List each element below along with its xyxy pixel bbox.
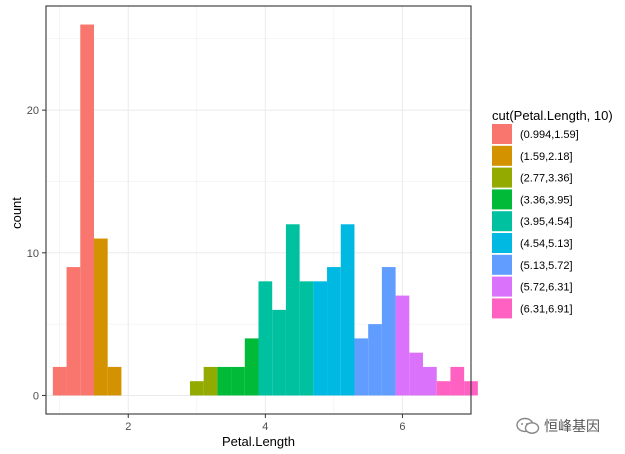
legend-label: (3.95,4.54] bbox=[520, 216, 573, 228]
x-tick-label: 6 bbox=[399, 421, 405, 433]
legend-key bbox=[492, 124, 512, 144]
legend-key bbox=[492, 298, 512, 319]
histogram-bar bbox=[381, 267, 396, 396]
histogram-bar bbox=[80, 24, 94, 396]
legend-label: (1.59,2.18] bbox=[520, 151, 573, 163]
legend-label: (2.77,3.36] bbox=[520, 173, 573, 185]
y-tick-label: 0 bbox=[33, 390, 39, 402]
legend-title: cut(Petal.Length, 10) bbox=[492, 108, 613, 123]
histogram-bar bbox=[409, 352, 424, 396]
wechat-icon bbox=[516, 417, 540, 434]
x-axis-title: Petal.Length bbox=[222, 434, 295, 449]
legend-label: (5.13,5.72] bbox=[520, 260, 573, 272]
legend-label: (5.72,6.31] bbox=[520, 282, 573, 294]
histogram-bar bbox=[272, 309, 286, 396]
histogram-bar bbox=[354, 338, 369, 396]
histogram-bar bbox=[66, 267, 81, 396]
legend-key bbox=[492, 233, 512, 253]
y-tick-label: 20 bbox=[27, 105, 39, 117]
histogram-bar bbox=[189, 381, 204, 396]
histogram-bar bbox=[436, 381, 451, 396]
histogram-bar bbox=[258, 281, 273, 396]
legend-key bbox=[492, 254, 512, 275]
legend-label: (6.31,6.91] bbox=[520, 303, 573, 315]
histogram-bar bbox=[285, 224, 300, 396]
axes-group: 2 4 6 0 10 20 bbox=[27, 105, 406, 433]
histogram-bar bbox=[231, 366, 245, 396]
histogram-bar bbox=[450, 366, 465, 396]
y-axis-title: count bbox=[9, 197, 24, 229]
histogram-bar bbox=[313, 281, 328, 396]
histogram-bar bbox=[52, 366, 67, 396]
watermark: 恒峰基因 bbox=[516, 416, 600, 436]
watermark-text: 恒峰基因 bbox=[544, 418, 600, 434]
legend-key bbox=[492, 145, 512, 166]
histogram-bar bbox=[217, 366, 232, 396]
histogram-bar bbox=[368, 324, 382, 396]
panel-border bbox=[45, 5, 472, 415]
x-tick-label: 2 bbox=[125, 421, 131, 433]
histogram-bar bbox=[423, 366, 437, 396]
histogram-bar bbox=[395, 295, 410, 396]
histogram-bar bbox=[93, 238, 108, 396]
histogram-bar bbox=[299, 281, 314, 396]
legend-label: (3.36,3.95] bbox=[520, 194, 573, 206]
histogram-bar bbox=[340, 224, 355, 396]
y-tick-label: 10 bbox=[27, 248, 39, 260]
x-tick-label: 4 bbox=[262, 421, 268, 433]
legend-key bbox=[492, 276, 512, 297]
histogram-bar bbox=[203, 366, 218, 396]
bars-group bbox=[52, 24, 478, 396]
histogram-bar bbox=[107, 366, 122, 396]
legend-key bbox=[492, 211, 512, 232]
legend-key bbox=[492, 189, 512, 210]
legend-label: (0.994,1.59] bbox=[520, 129, 579, 141]
panel-frame bbox=[45, 5, 472, 415]
histogram-bar bbox=[327, 267, 341, 396]
legend-key bbox=[492, 167, 512, 188]
legend-label: (4.54,5.13] bbox=[520, 238, 573, 250]
legend: (0.994,1.59] (1.59,2.18] (2.77,3.36] (3.36,… bbox=[492, 124, 579, 319]
histogram-bar bbox=[244, 338, 259, 396]
